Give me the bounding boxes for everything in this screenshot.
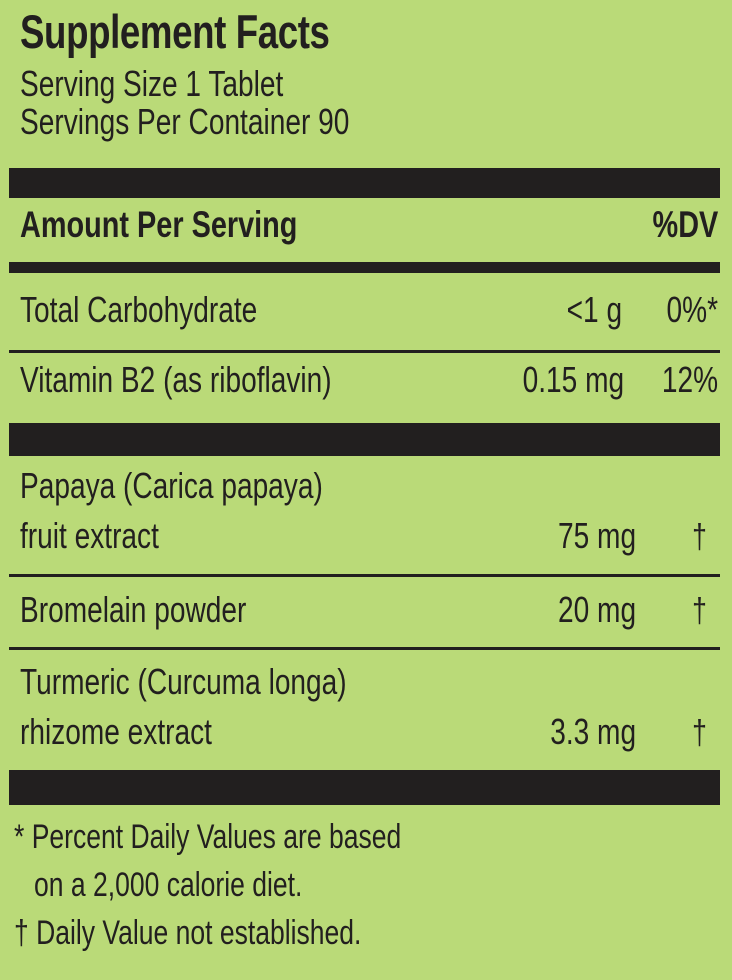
ingredient-amount-cell: 3.3 mg xyxy=(526,714,636,750)
dagger-icon: † xyxy=(691,518,707,556)
nutrient-amount-cell: <1 g xyxy=(551,292,622,328)
ingredient-amount: 75 mg xyxy=(557,515,636,556)
nutrient-dv: 12% xyxy=(661,359,718,400)
table-row: Papaya (Carica papaya) xyxy=(20,468,408,504)
table-row: Turmeric (Curcuma longa) xyxy=(20,664,439,700)
dagger-icon: † xyxy=(691,714,707,752)
amount-per-serving-label: Amount Per Serving xyxy=(20,206,376,243)
ingredient-amount-cell: 20 mg xyxy=(536,592,636,628)
ingredient-dv-cell: † xyxy=(678,520,720,554)
servings-per-container-text: Servings Per Container 90 xyxy=(20,101,350,142)
table-row: Vitamin B2 (as riboflavin) xyxy=(20,362,420,398)
page-title: Supplement Facts xyxy=(20,8,417,55)
footnote-line-3: † Daily Value not established. xyxy=(14,914,362,952)
footnote-line-2: on a 2,000 calorie diet. xyxy=(34,866,303,904)
ingredient-name-line1: Turmeric (Curcuma longa) xyxy=(20,661,347,702)
ingredient-dv-cell: † xyxy=(678,716,720,750)
amount-per-serving-text: Amount Per Serving xyxy=(20,204,298,245)
divider-medium xyxy=(9,262,720,273)
servings-per-container: Servings Per Container 90 xyxy=(20,104,442,140)
divider-thin-1 xyxy=(9,350,720,353)
divider-thin-2 xyxy=(9,574,720,577)
serving-size: Serving Size 1 Tablet xyxy=(20,66,358,102)
ingredient-name-line1: Papaya (Carica papaya) xyxy=(20,465,323,506)
serving-size-text: Serving Size 1 Tablet xyxy=(20,63,284,104)
table-row: Total Carbohydrate xyxy=(20,292,324,328)
ingredient-amount: 20 mg xyxy=(557,589,636,630)
divider-thin-3 xyxy=(9,647,720,650)
divider-section-1 xyxy=(9,423,720,456)
dagger-icon: † xyxy=(691,592,707,630)
nutrient-amount-cell: 0.15 mg xyxy=(494,362,624,398)
ingredient-name-line2: rhizome extract xyxy=(20,711,212,752)
ingredient-amount: 3.3 mg xyxy=(550,711,636,752)
divider-thick-top xyxy=(9,168,720,198)
table-row: Bromelain powder xyxy=(20,592,310,628)
ingredient-dv-cell: † xyxy=(678,594,720,628)
ingredient-name-line2: fruit extract xyxy=(20,515,159,556)
footnote-line-1: * Percent Daily Values are based xyxy=(14,818,402,856)
nutrient-dv-cell: 12% xyxy=(646,362,718,398)
nutrient-name: Vitamin B2 (as riboflavin) xyxy=(20,359,332,400)
ingredient-name-continuation: fruit extract xyxy=(20,518,198,554)
nutrient-amount: 0.15 mg xyxy=(522,359,624,400)
ingredient-name-continuation: rhizome extract xyxy=(20,714,266,750)
daily-value-text: %DV xyxy=(652,204,718,245)
footnote-daily-value-basis: * Percent Daily Values are based xyxy=(14,820,510,854)
ingredient-name-line1: Bromelain powder xyxy=(20,589,247,630)
nutrient-amount: <1 g xyxy=(566,289,622,330)
page-title-text: Supplement Facts xyxy=(20,5,330,58)
nutrient-name: Total Carbohydrate xyxy=(20,289,258,330)
ingredient-amount-cell: 75 mg xyxy=(536,518,636,554)
nutrient-dv-cell: 0%* xyxy=(652,292,718,328)
nutrient-dv: 0%* xyxy=(666,289,718,330)
footnote-daily-value-basis-continued: on a 2,000 calorie diet. xyxy=(34,868,378,902)
divider-section-2 xyxy=(9,770,720,805)
daily-value-label: %DV xyxy=(634,206,718,243)
footnote-dv-not-established: † Daily Value not established. xyxy=(14,916,459,950)
